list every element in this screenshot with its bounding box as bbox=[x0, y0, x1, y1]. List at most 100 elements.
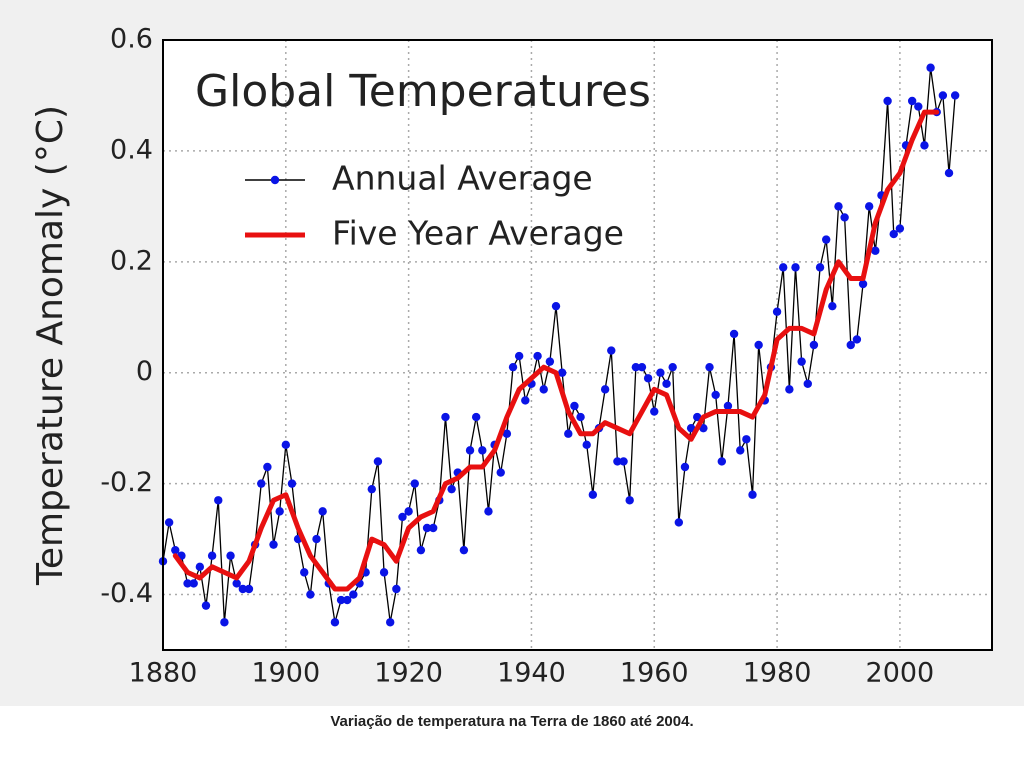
data-point bbox=[570, 401, 579, 411]
data-point bbox=[643, 374, 653, 383]
data-point bbox=[514, 351, 524, 361]
data-point bbox=[920, 141, 929, 150]
data-point bbox=[171, 545, 180, 555]
data-point bbox=[496, 468, 505, 477]
data-point bbox=[557, 368, 567, 377]
data-point bbox=[471, 412, 481, 422]
y-tick-label: 0.2 bbox=[110, 245, 153, 276]
data-point bbox=[815, 263, 825, 272]
data-point bbox=[373, 457, 383, 466]
x-tick-label: 2000 bbox=[866, 658, 935, 689]
data-point bbox=[619, 457, 628, 466]
data-point bbox=[484, 507, 493, 516]
data-point bbox=[189, 579, 198, 588]
x-tick-label: 1920 bbox=[374, 658, 443, 689]
data-point bbox=[269, 540, 278, 549]
data-point bbox=[631, 362, 641, 372]
data-point bbox=[742, 435, 751, 444]
data-point bbox=[846, 340, 855, 350]
data-point bbox=[822, 235, 831, 244]
data-point bbox=[852, 335, 862, 344]
data-point bbox=[545, 357, 555, 366]
data-point bbox=[803, 379, 812, 389]
data-point bbox=[330, 618, 340, 627]
data-point bbox=[656, 368, 665, 377]
data-point bbox=[257, 479, 266, 488]
plot-area bbox=[163, 40, 992, 650]
data-point bbox=[214, 496, 223, 505]
data-point bbox=[699, 423, 708, 433]
y-tick-label: -0.4 bbox=[100, 578, 153, 609]
data-point bbox=[883, 96, 892, 106]
data-point bbox=[772, 307, 782, 316]
x-tick-label: 1960 bbox=[620, 658, 689, 689]
data-point bbox=[416, 545, 426, 555]
data-point bbox=[717, 457, 727, 466]
data-point bbox=[232, 579, 241, 588]
y-tick-label: 0 bbox=[136, 356, 153, 387]
data-point bbox=[650, 407, 659, 416]
legend-marker bbox=[270, 175, 280, 185]
data-point bbox=[349, 590, 358, 599]
data-point bbox=[576, 412, 585, 422]
data-point bbox=[226, 551, 235, 560]
data-point bbox=[625, 496, 634, 505]
data-point bbox=[164, 518, 174, 527]
data-point bbox=[680, 462, 690, 472]
data-point bbox=[674, 518, 684, 527]
data-point bbox=[422, 523, 432, 533]
series-line bbox=[162, 67, 956, 623]
data-point bbox=[895, 224, 905, 233]
data-point bbox=[447, 484, 456, 494]
y-axis-label: Temperature Anomaly (°C) bbox=[30, 105, 71, 586]
data-point bbox=[539, 385, 548, 394]
data-point bbox=[238, 584, 248, 594]
data-point bbox=[404, 507, 413, 516]
data-point bbox=[582, 440, 591, 450]
data-point bbox=[889, 229, 898, 239]
series-line bbox=[172, 109, 940, 592]
x-tick-label: 1880 bbox=[129, 658, 198, 689]
data-point bbox=[797, 357, 806, 366]
data-point bbox=[864, 202, 874, 211]
data-point bbox=[779, 263, 788, 272]
plot-frame bbox=[162, 39, 993, 651]
data-point bbox=[244, 584, 254, 594]
data-point bbox=[410, 479, 419, 488]
data-point bbox=[588, 490, 598, 499]
data-point bbox=[441, 412, 450, 422]
data-point bbox=[754, 340, 763, 350]
data-point bbox=[938, 91, 948, 100]
data-point bbox=[183, 579, 192, 588]
data-point bbox=[508, 362, 518, 372]
data-point bbox=[607, 346, 616, 355]
data-point bbox=[711, 390, 720, 400]
data-point bbox=[220, 618, 229, 627]
data-point bbox=[791, 263, 800, 272]
data-point bbox=[748, 490, 757, 499]
data-point bbox=[668, 362, 677, 372]
data-point bbox=[201, 601, 211, 610]
data-point bbox=[828, 301, 837, 311]
data-point bbox=[613, 457, 622, 466]
data-point bbox=[736, 446, 745, 455]
legend-label: Five Year Average bbox=[332, 214, 624, 253]
data-point bbox=[785, 385, 794, 394]
x-tick-label: 1900 bbox=[251, 658, 320, 689]
data-point bbox=[723, 401, 733, 411]
data-point bbox=[521, 396, 530, 405]
data-point bbox=[564, 429, 573, 438]
caption: Variação de temperatura na Terra de 1860… bbox=[330, 713, 693, 730]
data-point bbox=[275, 507, 284, 516]
data-point bbox=[459, 545, 469, 555]
x-tick-label: 1940 bbox=[497, 658, 566, 689]
data-point bbox=[398, 512, 407, 522]
data-point bbox=[858, 279, 868, 289]
legend-label: Annual Average bbox=[332, 159, 593, 198]
data-point bbox=[300, 568, 309, 577]
data-point bbox=[809, 340, 819, 350]
y-tick-label: 0.4 bbox=[110, 134, 153, 165]
data-point bbox=[312, 534, 321, 544]
data-point bbox=[686, 423, 696, 433]
